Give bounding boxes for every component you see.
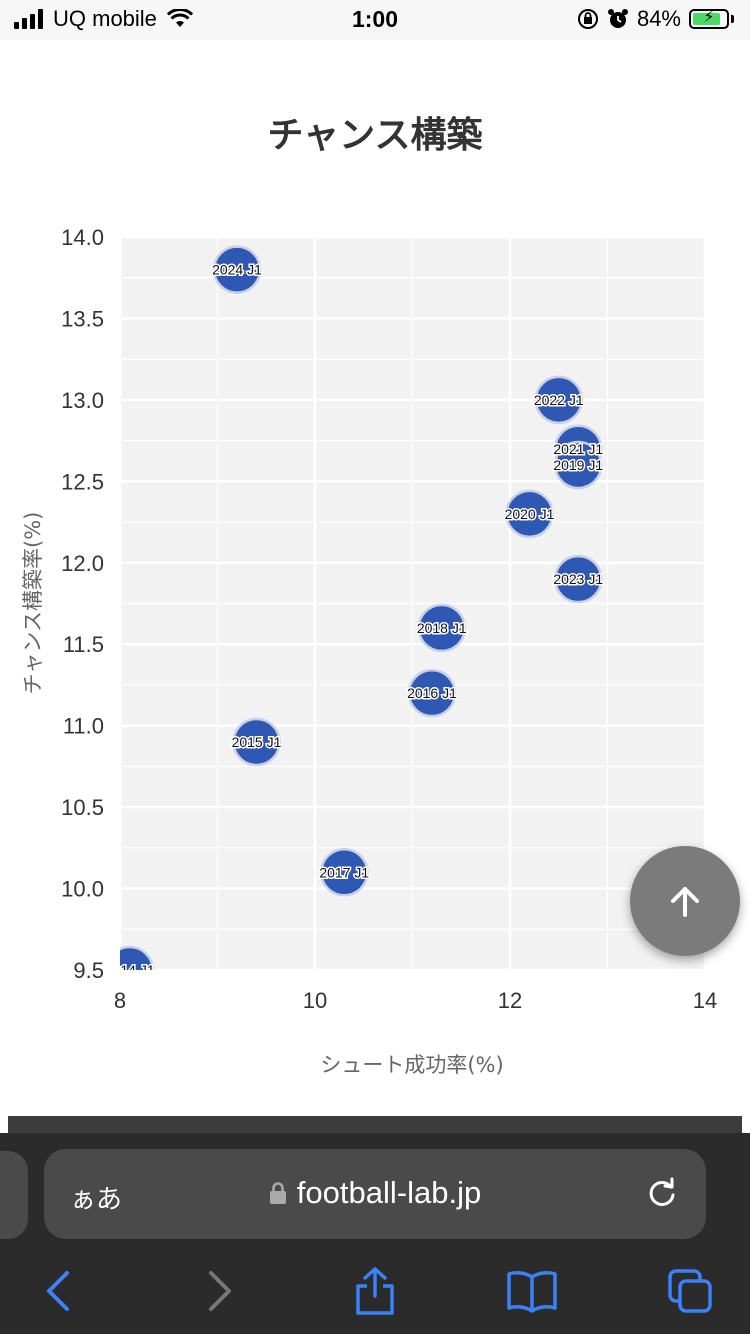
data-point-label: 2021 J1 bbox=[553, 441, 603, 457]
chart-title: チャンス構築 bbox=[267, 114, 483, 155]
lock-icon bbox=[269, 1182, 286, 1204]
x-tick-label: 14 bbox=[693, 988, 717, 1013]
data-point-label: 2014 J1 bbox=[105, 962, 155, 978]
battery-percent: 84% bbox=[636, 6, 681, 31]
reload-icon[interactable] bbox=[644, 1175, 680, 1211]
x-tick-label: 8 bbox=[114, 988, 126, 1013]
share-button[interactable] bbox=[345, 1261, 405, 1321]
data-point-label: 2020 J1 bbox=[505, 506, 555, 522]
clock: 1:00 bbox=[351, 6, 399, 32]
y-tick-label: 10.0 bbox=[61, 877, 104, 902]
scroll-to-top-button[interactable] bbox=[630, 846, 740, 956]
back-icon bbox=[47, 1271, 69, 1311]
wifi-icon bbox=[166, 9, 193, 27]
address-bar[interactable]: ぁあ football-lab.jp bbox=[44, 1149, 706, 1239]
data-point-label: 2015 J1 bbox=[232, 734, 282, 750]
x-tick-label: 10 bbox=[303, 988, 327, 1013]
data-point-label: 2016 J1 bbox=[407, 685, 457, 701]
data-point-label: 2017 J1 bbox=[319, 864, 369, 880]
forward-button[interactable] bbox=[190, 1261, 250, 1321]
orientation-lock-icon bbox=[577, 9, 598, 29]
back-button[interactable] bbox=[28, 1261, 88, 1321]
forward-icon bbox=[209, 1271, 231, 1311]
y-tick-label: 11.0 bbox=[63, 714, 104, 739]
y-tick-label: 12.0 bbox=[61, 551, 104, 576]
x-tick-label: 12 bbox=[498, 988, 522, 1013]
x-axis-label: シュート成功率(%) bbox=[320, 1053, 503, 1077]
arrow-up-icon bbox=[671, 887, 699, 917]
data-point bbox=[407, 668, 457, 718]
data-point-label: 2019 J1 bbox=[553, 457, 603, 473]
data-point-label: 2024 J1 bbox=[212, 262, 262, 278]
url-text: football-lab.jp bbox=[296, 1175, 482, 1210]
data-point bbox=[505, 489, 554, 539]
data-point-label: 2022 J1 bbox=[534, 392, 584, 408]
data-point bbox=[417, 603, 466, 653]
y-tick-label: 14.0 bbox=[61, 225, 104, 250]
data-point bbox=[212, 245, 262, 294]
bookmarks-button[interactable] bbox=[502, 1261, 562, 1321]
y-tick-label: 13.5 bbox=[61, 306, 104, 331]
tabs-icon bbox=[668, 1269, 712, 1313]
data-point bbox=[320, 848, 369, 897]
y-tick-label: 11.5 bbox=[63, 632, 104, 657]
y-tick-label: 10.5 bbox=[61, 795, 104, 820]
scatter-chart: 8 10 12 14 14.0 13.5 13.0 12.5 12.0 11.5 11.0 10.5 1… bbox=[21, 225, 717, 1077]
previous-tab-preview[interactable] bbox=[0, 1151, 28, 1239]
data-point bbox=[232, 717, 281, 767]
y-tick-label: 12.5 bbox=[61, 469, 104, 494]
y-tick-label: 13.0 bbox=[61, 388, 104, 413]
y-axis-label: チャンス構築率(%) bbox=[21, 512, 45, 695]
bookmarks-icon bbox=[507, 1271, 557, 1313]
status-bar: UQ mobile 1:00 84% ⚡ bbox=[0, 0, 750, 40]
browser-bar: ぁあ football-lab.jp bbox=[0, 1133, 750, 1334]
data-point bbox=[120, 945, 154, 970]
data-point bbox=[534, 375, 583, 425]
signal-icon bbox=[14, 9, 43, 29]
alarm-icon bbox=[607, 9, 628, 28]
data-point-label: 2023 J1 bbox=[553, 571, 603, 587]
battery-charging-icon: ⚡ bbox=[689, 9, 729, 29]
tabs-button[interactable] bbox=[660, 1261, 720, 1321]
data-point bbox=[554, 554, 603, 604]
data-point-label: 2018 J1 bbox=[417, 620, 467, 636]
share-icon bbox=[356, 1267, 394, 1315]
reader-options-button[interactable]: ぁあ bbox=[70, 1185, 123, 1215]
y-tick-label: 9.5 bbox=[73, 958, 104, 983]
data-point bbox=[554, 440, 603, 490]
carrier-name: UQ mobile bbox=[53, 6, 157, 31]
